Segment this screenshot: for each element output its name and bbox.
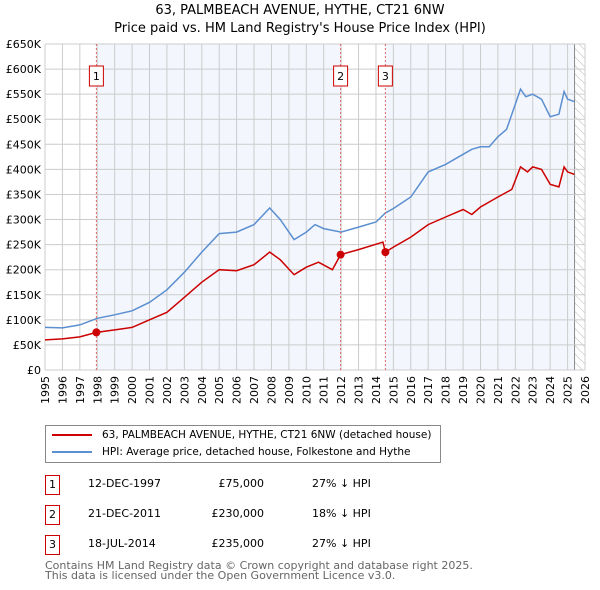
x-tick-label: 2024 bbox=[544, 376, 557, 404]
plot-area: 1995 1996 1997 1998 1999 2000 2001 2002 2003 2004… bbox=[6, 38, 592, 404]
footer-line-2: This data is licensed under the Open Gov… bbox=[45, 569, 396, 582]
x-tick-label: 2016 bbox=[405, 376, 418, 404]
x-tick-label: 2003 bbox=[178, 376, 191, 404]
x-tick-label: 2025 bbox=[562, 376, 575, 404]
legend-label-property: 63, PALMBEACH AVENUE, HYTHE, CT21 6NW (d… bbox=[102, 429, 432, 441]
sale-point bbox=[92, 328, 101, 337]
x-tick-label: 2006 bbox=[231, 376, 244, 404]
sale-row-badge: 3 bbox=[45, 535, 60, 555]
x-tick-label: 2014 bbox=[370, 376, 383, 404]
x-tick-label: 1998 bbox=[91, 376, 104, 404]
x-tick-label: 1999 bbox=[109, 376, 122, 404]
y-tick-label: £100K bbox=[6, 314, 42, 327]
y-tick-label: £550K bbox=[6, 88, 42, 101]
x-tick-label: 2005 bbox=[213, 376, 226, 404]
sale-badge-label: 1 bbox=[93, 70, 100, 83]
sale-row: 3 18-JUL-2014 £235,000 27% ↓ HPI bbox=[0, 535, 600, 557]
x-tick-label: 2020 bbox=[474, 376, 487, 404]
y-tick-label: £250K bbox=[6, 239, 42, 252]
x-tick-label: 2013 bbox=[353, 376, 366, 404]
x-tick-label: 2019 bbox=[457, 376, 470, 404]
y-tick-label: £0 bbox=[27, 364, 41, 377]
x-tick-label: 2026 bbox=[579, 376, 592, 404]
sale-hpi-diff: 18% ↓ HPI bbox=[312, 507, 371, 520]
x-tick-label: 2010 bbox=[300, 376, 313, 404]
y-tick-label: £650K bbox=[6, 38, 42, 51]
legend-swatch-property bbox=[52, 434, 92, 436]
x-tick-label: 2022 bbox=[509, 376, 522, 404]
legend: 63, PALMBEACH AVENUE, HYTHE, CT21 6NW (d… bbox=[45, 425, 441, 463]
sale-row-badge: 2 bbox=[45, 505, 60, 525]
y-tick-label: £150K bbox=[6, 289, 42, 302]
x-tick-label: 2002 bbox=[161, 376, 174, 404]
sale-price: £75,000 bbox=[218, 477, 265, 490]
legend-swatch-hpi bbox=[52, 451, 92, 453]
chart-subtitle: Price paid vs. HM Land Registry's House … bbox=[114, 21, 486, 36]
y-tick-label: £350K bbox=[6, 188, 42, 201]
x-tick-label: 2011 bbox=[318, 376, 331, 404]
x-tick-label: 2015 bbox=[387, 376, 400, 404]
x-tick-label: 1995 bbox=[39, 376, 52, 404]
property-price-line bbox=[44, 165, 575, 341]
hpi-line bbox=[44, 87, 575, 329]
sale-hpi-diff: 27% ↓ HPI bbox=[312, 537, 371, 550]
legend-label-hpi: HPI: Average price, detached house, Folk… bbox=[102, 446, 411, 458]
y-tick-label: £400K bbox=[6, 163, 42, 176]
y-tick-label: £300K bbox=[6, 214, 42, 227]
x-tick-label: 2004 bbox=[196, 376, 209, 404]
sale-price: £230,000 bbox=[211, 507, 265, 520]
x-tick-label: 2000 bbox=[126, 376, 139, 404]
x-tick-label: 2001 bbox=[144, 376, 157, 404]
sale-badge bbox=[333, 65, 349, 87]
x-tick-label: 2017 bbox=[422, 376, 435, 404]
x-tick-label: 2012 bbox=[335, 376, 348, 404]
sale-row: 2 21-DEC-2011 £230,000 18% ↓ HPI bbox=[0, 505, 600, 527]
sale-hpi-diff: 27% ↓ HPI bbox=[312, 477, 371, 490]
sale-price: £235,000 bbox=[211, 537, 265, 550]
x-tick-label: 2007 bbox=[248, 376, 261, 404]
y-tick-label: £450K bbox=[6, 138, 42, 151]
x-tick-label: 2009 bbox=[283, 376, 296, 404]
sale-badge-label: 3 bbox=[382, 70, 389, 83]
chart-title: 63, PALMBEACH AVENUE, HYTHE, CT21 6NW bbox=[155, 3, 445, 18]
sale-date: 18-JUL-2014 bbox=[88, 537, 156, 550]
sale-badge bbox=[88, 65, 104, 87]
sale-badge bbox=[377, 65, 393, 87]
sale-badge-label: 2 bbox=[337, 70, 344, 83]
footer: Contains HM Land Registry data © Crown c… bbox=[45, 559, 473, 582]
y-tick-label: £500K bbox=[6, 113, 42, 126]
x-tick-label: 2008 bbox=[265, 376, 278, 404]
x-tick-label: 2018 bbox=[440, 376, 453, 404]
sale-point bbox=[381, 248, 390, 257]
footer-line-1: Contains HM Land Registry data © Crown c… bbox=[45, 559, 473, 572]
sale-row: 1 12-DEC-1997 £75,000 27% ↓ HPI bbox=[0, 475, 600, 497]
sale-date: 12-DEC-1997 bbox=[88, 477, 162, 490]
x-tick-label: 1996 bbox=[56, 376, 69, 404]
y-tick-label: £600K bbox=[6, 63, 42, 76]
ownership-shade-1 bbox=[96, 44, 341, 370]
sale-point bbox=[336, 250, 345, 259]
forecast-hatch bbox=[574, 44, 585, 370]
x-tick-label: 2021 bbox=[492, 376, 505, 404]
y-tick-label: £50K bbox=[13, 339, 42, 352]
y-tick-label: £200K bbox=[6, 264, 42, 277]
sale-row-badge: 1 bbox=[45, 475, 60, 495]
sale-date: 21-DEC-2011 bbox=[88, 507, 162, 520]
x-tick-label: 1997 bbox=[74, 376, 87, 404]
x-tick-label: 2023 bbox=[527, 376, 540, 404]
